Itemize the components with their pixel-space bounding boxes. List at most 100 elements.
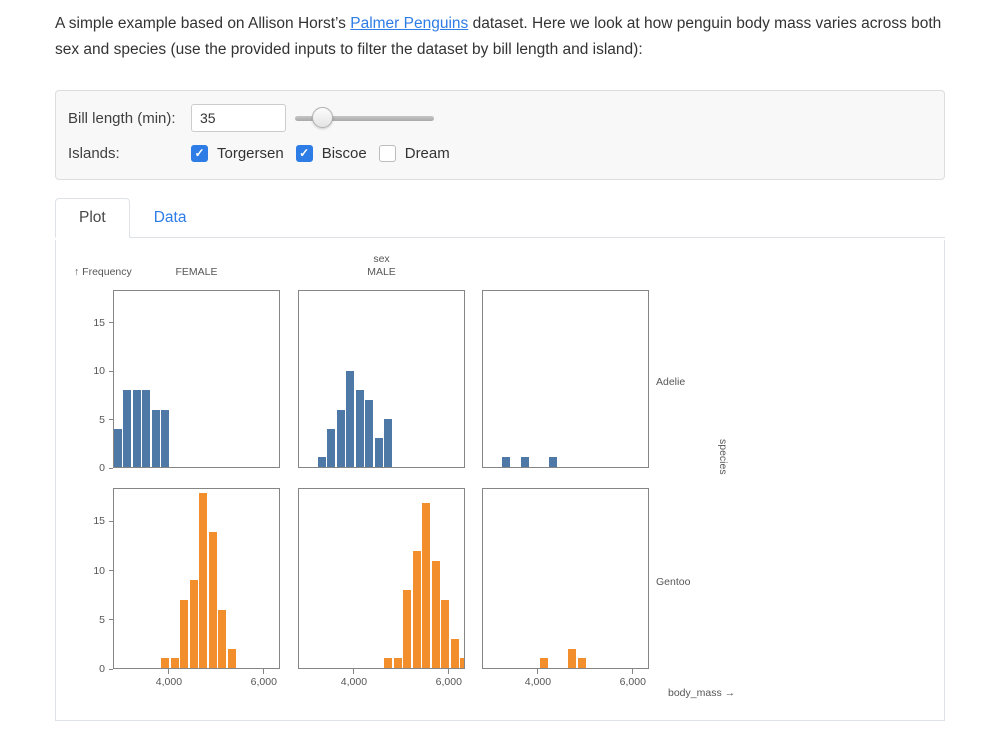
histogram-bar	[568, 648, 577, 668]
histogram-bar	[441, 599, 450, 668]
histogram-bar	[501, 457, 510, 467]
y-axis-title: ↑ Frequency	[74, 266, 132, 278]
histogram-bar	[151, 409, 160, 467]
y-tick-mark	[109, 467, 113, 469]
x-axis-title: body_mass →	[668, 687, 736, 699]
histogram-bar	[189, 580, 198, 668]
y-tick-label: 0	[99, 462, 105, 474]
histogram-bar	[170, 658, 179, 668]
bill-length-row: Bill length (min):	[68, 103, 434, 133]
histogram-bar	[460, 658, 464, 668]
histogram-bar	[142, 390, 151, 467]
facet-col-header-female: FEMALE	[175, 266, 218, 278]
check-icon: ✓	[194, 146, 205, 160]
histogram-bar	[450, 638, 459, 668]
facet-col-header-male: MALE	[367, 266, 396, 278]
slider-handle[interactable]	[312, 107, 334, 128]
x-tick-mark	[632, 669, 634, 674]
facet-panel-adelie-male	[298, 290, 465, 468]
bill-length-label: Bill length (min):	[68, 109, 176, 127]
checkbox-torgersen[interactable]: ✓ Torgersen	[191, 144, 284, 162]
x-tick-mark	[263, 669, 265, 674]
checkbox-dream[interactable]: ✓ Dream	[378, 144, 450, 162]
x-tick-label: 4,000	[155, 676, 183, 688]
histogram-bar	[539, 658, 548, 668]
y-tick-label: 0	[99, 663, 105, 675]
x-tick-mark	[353, 669, 355, 674]
facet-row-label-gentoo: Gentoo	[656, 576, 691, 588]
x-tick-mark	[168, 669, 170, 674]
x-tick-label: 6,000	[619, 676, 646, 688]
tab-data[interactable]: Data	[153, 209, 187, 226]
checkbox-label-dream: Dream	[404, 144, 450, 162]
islands-label: Islands:	[68, 144, 120, 162]
y-tick-label: 10	[93, 365, 105, 378]
histogram-bar	[384, 658, 393, 668]
histogram-bar	[227, 648, 236, 668]
histogram-bar	[520, 457, 529, 467]
histogram-bar	[336, 409, 345, 467]
histogram-bar	[208, 531, 217, 668]
check-icon: ✓	[299, 146, 310, 160]
y-tick-mark	[109, 370, 113, 372]
histogram-bar	[123, 390, 132, 467]
slider-track[interactable]	[295, 116, 434, 121]
checkbox-biscoe[interactable]: ✓ Biscoe	[295, 144, 367, 162]
histogram-bar	[374, 438, 383, 467]
checkbox-label-biscoe: Biscoe	[321, 144, 367, 162]
histogram-bar	[384, 419, 393, 467]
y-tick-mark	[109, 668, 113, 670]
histogram-bar	[161, 658, 170, 668]
histogram-bar	[132, 390, 141, 467]
histogram-bar	[355, 390, 364, 467]
histogram-bar	[365, 400, 374, 467]
facet-panel-adelie-na	[482, 290, 649, 468]
x-tick-label: 6,000	[435, 676, 462, 688]
histogram-bar	[346, 371, 355, 467]
histogram-bar	[431, 561, 440, 668]
bill-length-input[interactable]	[191, 104, 286, 132]
histogram-bar	[317, 457, 326, 467]
facet-group-label-sex: sex	[373, 253, 390, 265]
histogram-bar	[403, 590, 412, 668]
checkbox-box-icon[interactable]: ✓	[378, 144, 396, 162]
facet-panel-adelie-female	[113, 290, 280, 468]
facet-panel-gentoo-male	[298, 488, 465, 669]
tab-bar: Plot Data	[55, 198, 945, 238]
histogram-bar	[412, 551, 421, 668]
y-tick-mark	[109, 322, 113, 324]
y-tick-label: 5	[99, 413, 105, 426]
faceted-histogram: ↑ Frequency FEMALE sex MALE Adelie Gento…	[56, 240, 944, 719]
histogram-bar	[327, 428, 336, 467]
facet-panel-gentoo-female	[113, 488, 280, 669]
y-tick-label: 15	[93, 515, 105, 528]
x-tick-label: 6,000	[250, 676, 277, 688]
y-tick-mark	[109, 570, 113, 572]
x-tick-mark	[448, 669, 450, 674]
histogram-bar	[199, 492, 208, 668]
intro-text-before: A simple example based on Allison Horst’…	[55, 15, 351, 32]
histogram-bar	[393, 658, 402, 668]
facet-panel-gentoo-na	[482, 488, 649, 669]
checkbox-label-torgersen: Torgersen	[217, 144, 284, 162]
palmer-penguins-link[interactable]: Palmer Penguins	[350, 15, 469, 32]
checkbox-box-icon[interactable]: ✓	[295, 144, 313, 162]
histogram-bar	[218, 609, 227, 668]
histogram-bar	[114, 428, 122, 467]
tab-plot[interactable]: Plot	[55, 198, 130, 238]
facet-row-label-adelie: Adelie	[656, 376, 686, 388]
intro-text-after: dataset. Here we look at how penguin bod…	[55, 15, 942, 58]
x-tick-label: 4,000	[340, 676, 368, 688]
islands-row: Islands: ✓ Torgersen ✓ Biscoe ✓ Dream	[68, 140, 462, 166]
histogram-bar	[180, 599, 189, 668]
x-tick-label: 4,000	[524, 676, 552, 688]
checkbox-box-icon[interactable]: ✓	[191, 144, 208, 162]
bill-length-slider[interactable]	[295, 107, 434, 129]
histogram-bar	[161, 409, 170, 467]
filter-panel: Bill length (min): Islands: ✓ Torgersen …	[55, 90, 945, 180]
histogram-bar	[422, 502, 431, 668]
plot-card: ↑ Frequency FEMALE sex MALE Adelie Gento…	[55, 240, 945, 721]
x-tick-mark	[537, 669, 539, 674]
y-tick-mark	[109, 419, 113, 421]
